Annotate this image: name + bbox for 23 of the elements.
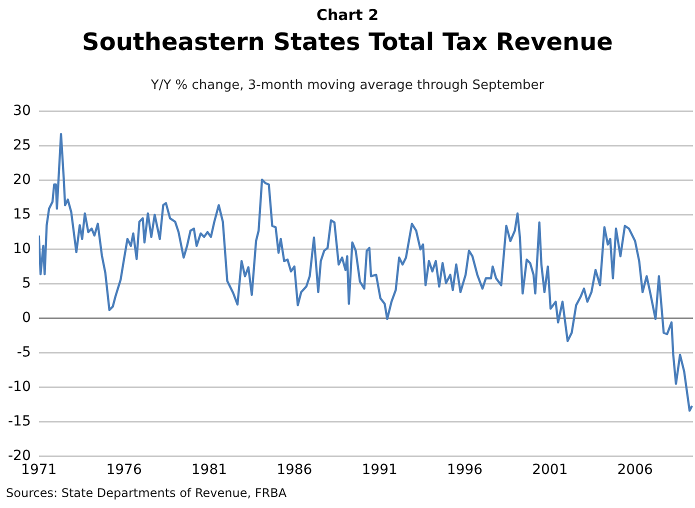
y-tick-label: 25	[13, 138, 31, 154]
x-tick-label: 2006	[617, 462, 653, 478]
y-tick-label: -10	[8, 378, 31, 395]
caption: Chart 2	[315, 6, 380, 24]
x-tick-label: 1986	[276, 462, 312, 478]
y-tick-label: -5	[16, 344, 31, 360]
y-tick-label: 15	[13, 206, 31, 222]
chart-subtitle: Y/Y % change, 3-month moving average through September	[150, 78, 546, 93]
x-tick-label: 1976	[106, 462, 142, 478]
y-tick-label: 0	[22, 310, 31, 326]
y-tick-label: 5	[22, 275, 31, 292]
x-tick-label: 2001	[532, 462, 568, 478]
y-tick-label: -15	[8, 413, 31, 430]
y-tick-label: 10	[13, 240, 31, 257]
x-tick-label: 1971	[21, 462, 57, 478]
y-tick-label: 30	[13, 103, 31, 120]
x-tick-label: 1981	[191, 462, 228, 478]
y-tick-label: -20	[8, 448, 31, 464]
chart-title: Southeastern States Total Tax Revenue	[81, 28, 614, 56]
source-note: Sources: State Departments of Revenue, FRBA	[6, 486, 287, 500]
y-tick-label: 20	[13, 172, 31, 188]
x-tick-label: 1996	[446, 462, 483, 478]
x-tick-label: 1991	[362, 462, 398, 478]
